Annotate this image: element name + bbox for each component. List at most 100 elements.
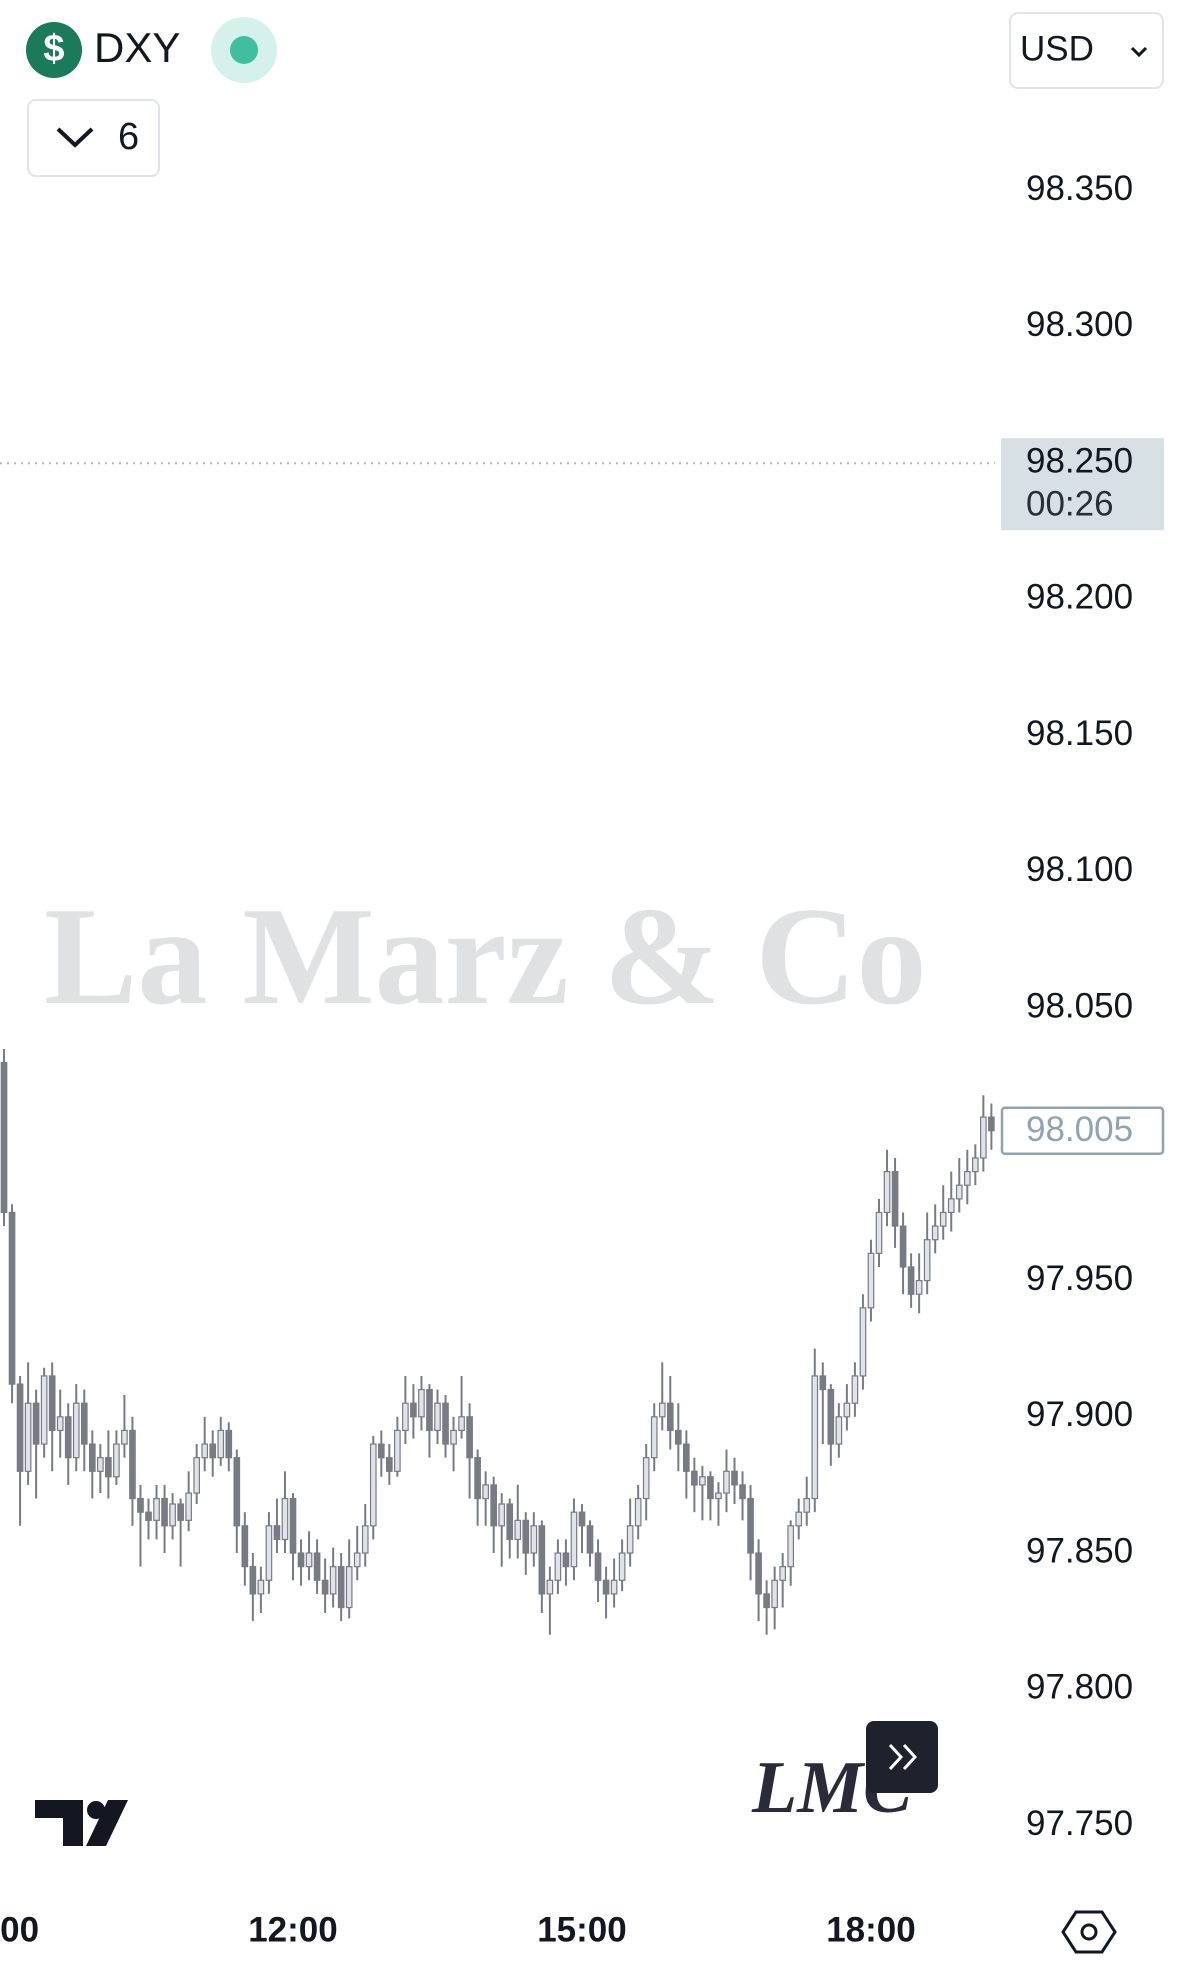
candle-body xyxy=(963,1170,971,1186)
candle-body xyxy=(731,1470,738,1486)
candle-body xyxy=(402,1402,409,1432)
candle-body xyxy=(377,1443,385,1459)
candle-body xyxy=(691,1470,698,1486)
candle-body xyxy=(819,1375,827,1391)
candle-body xyxy=(72,1402,80,1459)
currency-button[interactable] xyxy=(1009,12,1164,89)
candle-body xyxy=(64,1416,72,1459)
candle-body xyxy=(947,1198,955,1214)
candle-body xyxy=(715,1492,722,1500)
candle-body xyxy=(907,1266,915,1295)
candle-body xyxy=(394,1429,401,1472)
candle-body xyxy=(265,1525,273,1581)
candle-body xyxy=(458,1416,465,1432)
market-status-dot xyxy=(230,36,258,64)
candle-body xyxy=(145,1511,152,1521)
y-tick-label: 97.950 xyxy=(1026,1259,1133,1298)
candle-body xyxy=(474,1457,481,1500)
countdown: 00:26 xyxy=(1026,484,1114,523)
candle-body xyxy=(771,1579,778,1609)
candle-body xyxy=(899,1225,907,1268)
candle-body xyxy=(795,1511,803,1527)
candle-body xyxy=(193,1457,201,1494)
candle-body xyxy=(923,1239,931,1282)
candle-body xyxy=(514,1519,522,1541)
candle-body xyxy=(369,1443,377,1527)
last-price-badge xyxy=(1000,1106,1165,1155)
candle-body xyxy=(281,1497,289,1541)
candle-body xyxy=(249,1566,257,1595)
candle-body xyxy=(105,1457,112,1478)
candle-body xyxy=(418,1388,425,1418)
candle-body xyxy=(466,1416,473,1459)
candle-body xyxy=(835,1416,843,1445)
candle-body xyxy=(16,1383,24,1472)
candle-body xyxy=(225,1429,233,1459)
candle-body xyxy=(80,1402,88,1445)
candle-body xyxy=(980,1116,987,1159)
candle-body xyxy=(434,1402,441,1432)
symbol-icon xyxy=(26,22,82,78)
candle-body xyxy=(546,1579,554,1595)
candle-body xyxy=(217,1429,225,1459)
y-tick-label: 98.300 xyxy=(1026,305,1133,344)
candle-body xyxy=(241,1525,249,1568)
candle-body xyxy=(971,1157,979,1173)
overlay: $ DXY USD 6 LMC xyxy=(26,12,1164,1954)
candle-body xyxy=(498,1503,506,1527)
x-tick-label: 18:00 xyxy=(826,1910,916,1949)
candle-body xyxy=(482,1484,489,1500)
candle-body xyxy=(297,1552,305,1568)
candle-body xyxy=(626,1525,634,1554)
y-tick-label: 97.750 xyxy=(1026,1804,1133,1843)
candle-body xyxy=(811,1375,819,1500)
candle-body xyxy=(851,1375,859,1404)
candle-body xyxy=(586,1525,594,1554)
y-tick-label: 98.050 xyxy=(1026,986,1133,1025)
candle-body xyxy=(755,1552,762,1595)
candle-body xyxy=(723,1470,730,1494)
y-tick-label: 97.800 xyxy=(1026,1668,1133,1707)
candle-body xyxy=(345,1566,353,1609)
x-tick-label: 12:00 xyxy=(248,1910,338,1949)
settings-icon[interactable] xyxy=(1061,1910,1117,1954)
candle-body xyxy=(121,1429,128,1445)
candle-body xyxy=(273,1525,281,1541)
candle-body xyxy=(201,1443,209,1459)
candle-body xyxy=(426,1388,433,1432)
y-tick-label: 97.900 xyxy=(1026,1395,1133,1434)
candle-body xyxy=(129,1429,136,1500)
currency-chevron xyxy=(1130,46,1148,58)
candle-body xyxy=(442,1402,449,1445)
indicator-count[interactable]: 6 xyxy=(118,116,139,158)
candle-body xyxy=(289,1497,297,1554)
candle-body xyxy=(683,1443,690,1472)
candle-body xyxy=(931,1225,939,1241)
candle-body xyxy=(97,1457,104,1472)
candle-body xyxy=(40,1375,48,1445)
indicators-toggle[interactable] xyxy=(27,99,160,177)
candle-body xyxy=(0,1062,8,1214)
candle-body xyxy=(891,1170,899,1227)
candle-body xyxy=(506,1503,514,1541)
candle-body xyxy=(313,1552,321,1581)
candle-body xyxy=(32,1402,40,1445)
candle-body xyxy=(169,1503,176,1527)
candle-body xyxy=(650,1416,658,1459)
symbol[interactable]: DXY xyxy=(94,24,180,71)
candle-body xyxy=(185,1492,192,1521)
candle-body xyxy=(763,1593,770,1609)
candle-body xyxy=(554,1552,562,1581)
y-tick-label: 98.150 xyxy=(1026,714,1133,753)
candle-body xyxy=(161,1497,168,1527)
candle-body xyxy=(779,1566,786,1581)
candle-body xyxy=(56,1416,64,1432)
candle-body xyxy=(787,1525,795,1568)
candle-body xyxy=(739,1484,746,1500)
candle-body xyxy=(707,1476,714,1500)
currency[interactable]: USD xyxy=(1020,29,1094,68)
candle-body xyxy=(988,1116,995,1132)
double-chevron xyxy=(888,1743,918,1771)
candle-body xyxy=(915,1279,923,1295)
